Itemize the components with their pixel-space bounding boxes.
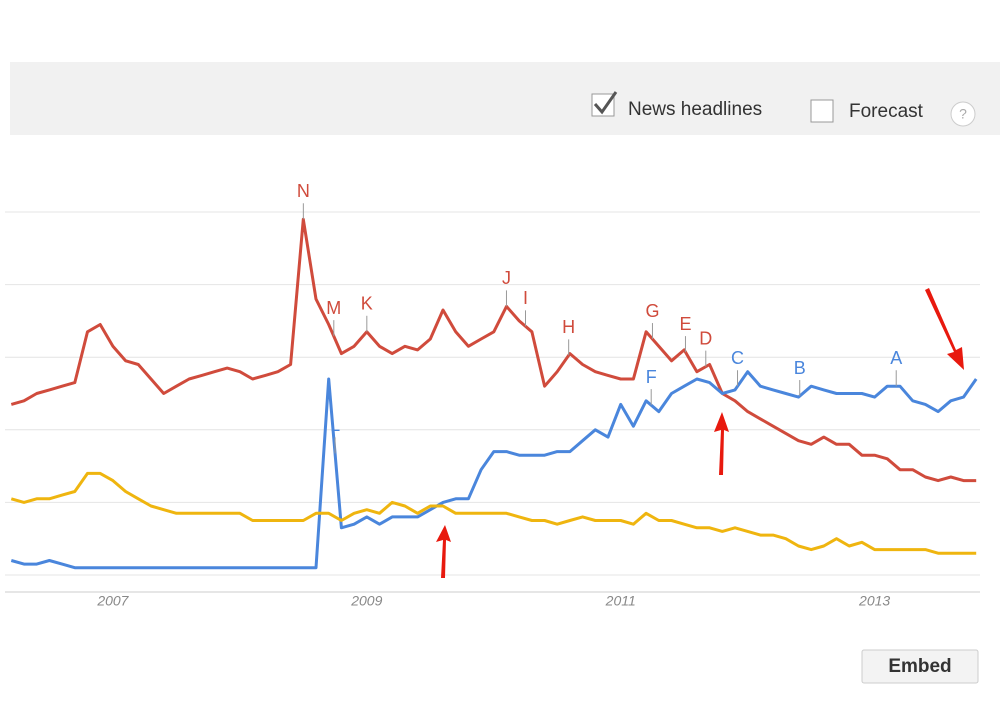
annotation-label: D	[699, 328, 712, 348]
annotation-label: K	[361, 294, 373, 314]
x-tick-label: 2013	[858, 593, 890, 609]
help-icon[interactable]	[950, 101, 976, 127]
annotation-label: J	[502, 268, 511, 288]
checkmark	[593, 91, 618, 115]
checkbox-box[interactable]	[810, 99, 834, 123]
annotation-label: N	[297, 181, 310, 201]
news-label[interactable]: News headlines	[628, 99, 762, 120]
annotation-label: I	[523, 288, 528, 308]
annotation-label: C	[731, 348, 744, 368]
annotation-label: A	[890, 348, 902, 368]
annotation-label: L	[330, 415, 340, 435]
embed-button[interactable]	[861, 649, 979, 684]
arrow	[714, 412, 729, 475]
series-line	[10, 370, 978, 570]
toolbar	[10, 62, 1000, 135]
series-line	[10, 471, 977, 555]
forecast-label[interactable]: Forecast	[849, 101, 924, 122]
series-line	[10, 217, 977, 483]
annotation-label: M	[326, 298, 341, 318]
arrow	[925, 288, 964, 370]
plot: 2007 2009 2011 2013 N M K JI H GED L F C B A	[5, 181, 980, 609]
annotation-label: F	[646, 367, 657, 387]
news-checkbox[interactable]	[591, 91, 618, 117]
x-tick-label: 2009	[350, 593, 382, 609]
annotation-label: B	[794, 358, 806, 378]
annotation-label: H	[562, 317, 575, 337]
annotation-label: G	[645, 301, 659, 321]
embed-label[interactable]: Embed	[888, 656, 951, 677]
annotation-label: E	[679, 314, 691, 334]
help-text[interactable]: ?	[959, 106, 967, 122]
x-tick-label: 2007	[96, 593, 129, 609]
arrows	[436, 288, 964, 578]
arrow	[436, 525, 451, 578]
x-tick-label: 2011	[605, 593, 636, 609]
forecast-checkbox[interactable]	[810, 99, 834, 123]
checkbox-box[interactable]	[591, 93, 615, 117]
